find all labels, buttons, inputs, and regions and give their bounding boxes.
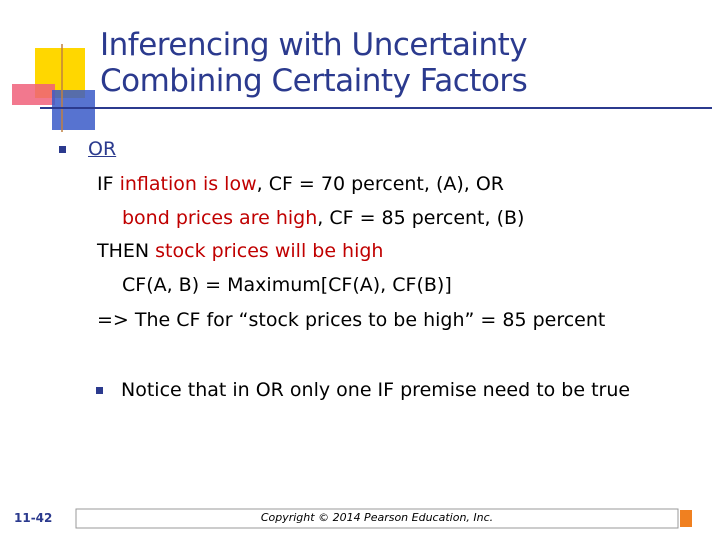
bullet-marker [59,146,66,153]
title-line: Combining Certainty Factors [100,63,528,99]
text: CF(A, B) = Maximum[CF(A), CF(B)] [122,274,452,296]
body-line: CF(A, B) = Maximum[CF(A), CF(B)] [122,276,452,295]
title-line: Inferencing with Uncertainty [100,27,528,63]
text: , CF = 85 percent, (B) [317,207,525,229]
body-line: bond prices are high, CF = 85 percent, (… [122,209,524,228]
page-number: 11-42 [14,511,53,525]
text: IF [97,173,120,195]
text: THEN [97,240,156,262]
deco-blue [52,90,95,130]
footer-accent [680,510,692,527]
body-line: => The CF for “stock prices to be high” … [97,311,605,330]
footer-box [75,508,679,529]
copyright: Copyright © 2014 Pearson Education, Inc. [260,511,494,524]
body-line: THEN stock prices will be high [97,242,383,261]
text: , CF = 70 percent, (A), OR [256,173,505,195]
highlight-text: stock prices will be high [155,240,384,262]
note-text: Notice that in OR only one IF premise ne… [121,379,631,401]
bullet-text: OR [88,138,117,160]
highlight-text: inflation is low [119,173,257,195]
deco-red [12,84,55,105]
highlight-text: bond prices are high [122,207,318,229]
body-line: IF inflation is low, CF = 70 percent, (A… [97,175,504,194]
bullet-marker [96,387,103,394]
text: => The CF for “stock prices to be high” … [97,309,606,331]
